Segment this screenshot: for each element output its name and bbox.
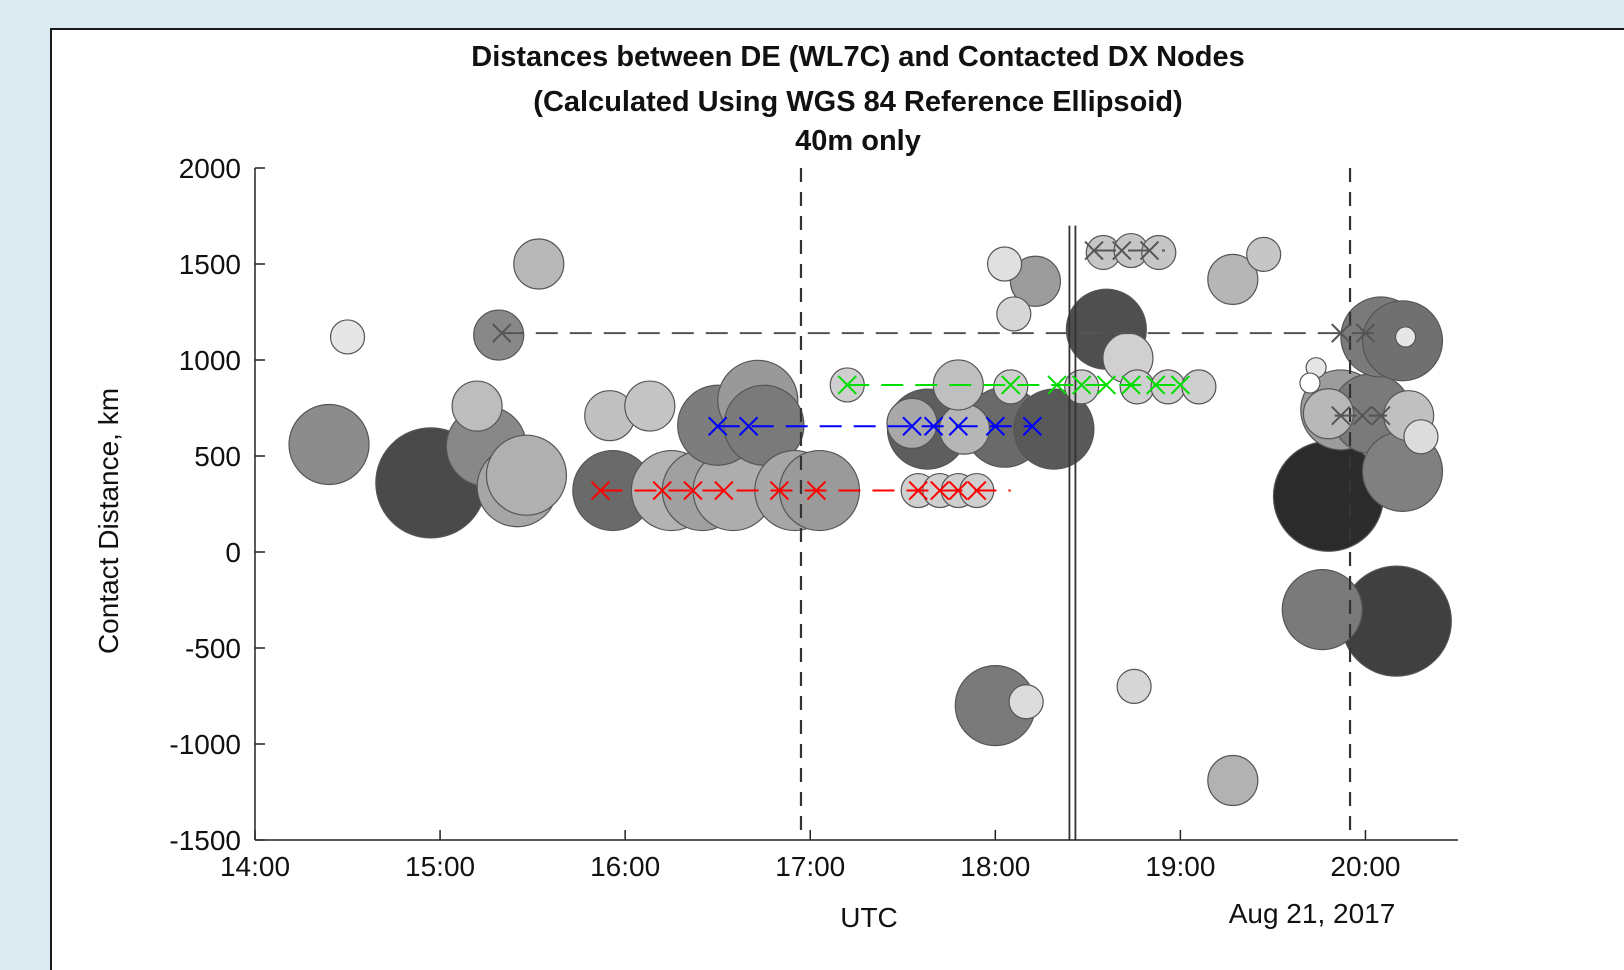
data-bubble-40	[1119, 369, 1155, 405]
series-0-marker-9	[967, 480, 987, 501]
series-2-marker-4	[1096, 375, 1117, 395]
series-1-marker-6	[1022, 416, 1043, 436]
series-0-marker-7	[930, 480, 950, 501]
data-bubble-61	[1394, 326, 1417, 348]
y-tick-label-5: -500	[185, 633, 241, 664]
data-bubble-41	[1150, 369, 1186, 405]
series-1-marker-1	[738, 416, 759, 436]
series-2-marker-6	[1146, 375, 1166, 395]
series-2-marker-0	[837, 375, 857, 395]
data-bubble-45	[1141, 234, 1177, 271]
data-bubble-48	[1246, 236, 1282, 272]
series-3-marker-2	[1355, 323, 1376, 343]
data-bubble-49	[1207, 754, 1259, 807]
data-bubble-34	[996, 296, 1032, 332]
series-0-marker-4	[769, 480, 790, 501]
series-0-marker-8	[948, 480, 968, 501]
time-marker-layer	[799, 168, 1352, 840]
x-tick-label-1: 15:00	[405, 851, 475, 882]
series-0-marker-6	[908, 480, 928, 501]
series-2-marker-2	[1047, 375, 1067, 395]
y-tick-label-2: 1000	[179, 345, 241, 376]
x-tick-label-6: 20:00	[1330, 851, 1400, 882]
data-bubble-11	[624, 380, 676, 432]
data-bubble-6	[485, 434, 568, 516]
data-bubble-37	[1064, 369, 1100, 405]
series-0-marker-0	[590, 480, 611, 501]
date-label: Aug 21, 2017	[1229, 898, 1396, 929]
y-tick-label-4: 0	[225, 537, 241, 568]
bubble-layer	[288, 232, 1452, 807]
series-2-marker-7	[1170, 375, 1191, 395]
series-5-marker-2	[1371, 405, 1391, 426]
y-axis-label: Contact Distance, km	[93, 388, 124, 654]
data-bubble-1	[288, 403, 370, 486]
chart-title-line-1: Distances between DE (WL7C) and Contacte…	[471, 41, 1244, 73]
data-bubble-46	[1116, 668, 1152, 705]
x-tick-label-2: 16:00	[590, 851, 660, 882]
data-bubble-50	[1281, 568, 1363, 651]
series-1-marker-2	[902, 416, 922, 436]
series-0-marker-3	[714, 480, 734, 501]
series-5-marker-1	[1352, 405, 1373, 426]
data-bubble-27	[938, 403, 991, 455]
data-bubble-0	[329, 319, 366, 355]
chart-title-line-3: 40m only	[795, 125, 921, 157]
series-3-marker-0	[492, 323, 512, 343]
series-2-marker-1	[1001, 375, 1021, 395]
data-bubble-42	[1181, 369, 1217, 405]
series-3-marker-1	[1331, 323, 1351, 343]
data-bubble-3	[451, 380, 503, 432]
series-4-marker-2	[1139, 240, 1160, 261]
series-1-marker-4	[948, 416, 968, 436]
x-tick-label-3: 17:00	[775, 851, 845, 882]
series-4-marker-1	[1112, 240, 1132, 261]
series-0-marker-2	[683, 480, 703, 501]
y-tick-label-3: 500	[194, 441, 241, 472]
figure-panel: Distances between DE (WL7C) and Contacte…	[50, 28, 1624, 970]
series-layer	[492, 240, 1391, 501]
y-tick-label-7: -1500	[169, 825, 241, 856]
chart-title: Distances between DE (WL7C) and Contacte…	[471, 41, 1244, 157]
x-tick-label-4: 18:00	[960, 851, 1030, 882]
y-tick-label-0: 2000	[179, 153, 241, 184]
series-0-marker-1	[652, 480, 672, 501]
data-bubble-30	[1008, 684, 1044, 720]
chart-title-line-2: (Calculated Using WGS 84 Reference Ellip…	[533, 86, 1182, 118]
data-bubble-35	[1009, 255, 1062, 307]
data-bubble-47	[1207, 253, 1259, 305]
data-bubble-7	[513, 238, 565, 290]
series-1-marker-5	[985, 416, 1006, 436]
y-tick-label-1: 1500	[179, 249, 241, 280]
data-bubble-32	[993, 369, 1029, 405]
x-axis-label: UTC	[840, 902, 898, 933]
x-tick-label-0: 14:00	[220, 851, 290, 882]
data-bubble-60	[1403, 419, 1439, 455]
series-1-marker-0	[707, 416, 728, 436]
series-5-marker-0	[1331, 405, 1351, 426]
scatter-chart: Distances between DE (WL7C) and Contacte…	[93, 41, 1458, 933]
data-bubble-33	[986, 246, 1023, 282]
series-2-marker-3	[1071, 375, 1092, 395]
series-0-marker-5	[806, 480, 827, 501]
y-tick-label-6: -1000	[169, 729, 241, 760]
series-4-marker-0	[1084, 240, 1104, 261]
series-1-marker-3	[923, 416, 944, 436]
x-tick-label-5: 19:00	[1145, 851, 1215, 882]
data-bubble-63	[1299, 372, 1321, 394]
series-2-marker-5	[1121, 375, 1141, 395]
data-bubble-52	[1302, 388, 1355, 440]
